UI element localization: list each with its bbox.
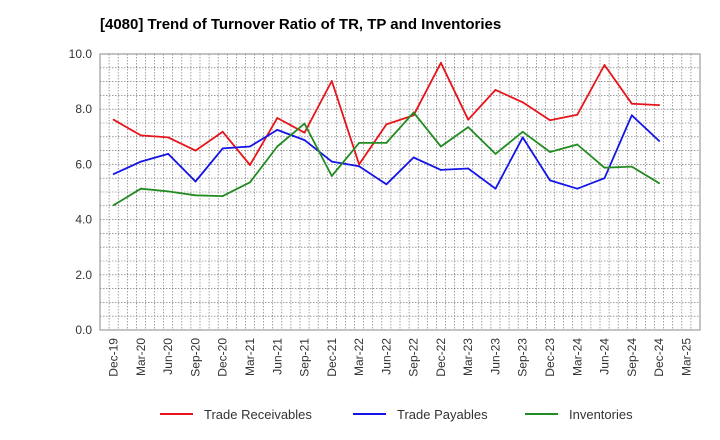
x-tick-label: Sep-22: [407, 338, 421, 377]
chart-title: [4080] Trend of Turnover Ratio of TR, TP…: [100, 16, 502, 33]
data-point: [140, 134, 142, 137]
x-tick-label: Sep-24: [625, 338, 639, 377]
legend-label: Inventories: [569, 407, 633, 422]
x-tick-label: Sep-23: [516, 338, 530, 377]
data-point: [412, 114, 415, 117]
y-tick-label: 2.0: [75, 268, 92, 282]
x-tick-label: Dec-22: [434, 338, 448, 377]
x-tick-label: Sep-21: [298, 338, 312, 377]
data-point: [385, 183, 388, 186]
x-tick-label: Jun-20: [161, 338, 175, 375]
data-point: [276, 145, 279, 148]
data-point: [658, 182, 660, 185]
data-point: [576, 113, 579, 116]
data-point: [330, 160, 333, 163]
y-tick-label: 6.0: [75, 157, 92, 171]
x-tick-label: Jun-24: [598, 338, 612, 375]
data-point: [167, 153, 170, 155]
data-point: [630, 102, 633, 105]
data-point: [358, 163, 360, 166]
data-point: [440, 169, 442, 171]
data-point: [249, 145, 251, 148]
data-point: [549, 179, 551, 182]
x-tick-label: Mar-24: [570, 338, 584, 376]
data-point: [385, 141, 388, 144]
data-point: [276, 129, 279, 131]
data-point: [603, 64, 606, 66]
data-point: [112, 173, 115, 175]
data-point: [494, 153, 497, 155]
data-point: [140, 187, 142, 190]
data-point: [221, 147, 224, 150]
data-point: [385, 123, 388, 126]
plot-border: [99, 53, 701, 331]
data-point: [549, 151, 551, 153]
data-point: [521, 101, 524, 104]
data-point: [440, 145, 442, 148]
data-point: [358, 165, 360, 168]
data-point: [140, 160, 142, 163]
x-tick-label: Jun-23: [488, 338, 502, 375]
x-tick-label: Mar-20: [134, 338, 148, 376]
data-point: [576, 143, 579, 146]
data-point: [412, 111, 415, 114]
data-point: [221, 195, 224, 198]
data-point: [603, 177, 606, 180]
data-point: [194, 149, 197, 152]
data-point: [630, 165, 633, 168]
x-tick-label: Dec-24: [652, 338, 666, 377]
data-point: [303, 139, 306, 142]
legend-label: Trade Payables: [397, 407, 488, 422]
data-point: [467, 126, 470, 129]
data-point: [276, 117, 279, 119]
x-tick-label: Jun-21: [270, 338, 284, 375]
data-point: [221, 130, 224, 133]
data-point: [358, 141, 360, 144]
data-point: [467, 167, 470, 170]
x-tick-label: Mar-23: [461, 338, 475, 376]
x-tick-label: Mar-22: [352, 338, 366, 376]
y-tick-label: 0.0: [75, 323, 92, 337]
x-tick-label: Jun-22: [379, 338, 393, 375]
data-point: [603, 166, 606, 169]
data-point: [576, 187, 579, 190]
y-tick-label: 4.0: [75, 213, 92, 227]
x-tick-label: Dec-21: [325, 338, 339, 377]
y-tick-label: 8.0: [75, 102, 92, 116]
data-point: [330, 175, 333, 177]
data-point: [303, 131, 306, 134]
x-tick-label: Sep-20: [188, 338, 202, 377]
data-point: [194, 194, 197, 197]
y-tick-label: 10.0: [69, 47, 93, 61]
x-tick-label: Mar-21: [243, 338, 257, 376]
data-point: [440, 61, 442, 64]
data-point: [521, 130, 524, 133]
data-point: [112, 204, 115, 207]
data-point: [167, 136, 170, 139]
data-point: [194, 180, 197, 183]
data-point: [467, 118, 470, 121]
legend-label: Trade Receivables: [204, 407, 312, 422]
data-point: [658, 140, 660, 142]
data-point: [112, 118, 115, 121]
x-tick-label: Dec-23: [543, 338, 557, 377]
data-point: [521, 136, 524, 139]
data-point: [494, 88, 497, 91]
data-point: [658, 104, 660, 106]
data-point: [549, 119, 551, 122]
data-point: [249, 181, 251, 184]
x-tick-label: Mar-25: [679, 338, 693, 376]
data-point: [412, 156, 415, 159]
data-point: [249, 164, 251, 166]
data-point: [303, 122, 306, 125]
data-point: [494, 187, 497, 190]
data-point: [330, 80, 333, 82]
x-tick-label: Dec-19: [107, 338, 121, 377]
data-point: [630, 114, 633, 117]
x-tick-label: Dec-20: [216, 338, 230, 377]
data-point: [167, 190, 170, 193]
